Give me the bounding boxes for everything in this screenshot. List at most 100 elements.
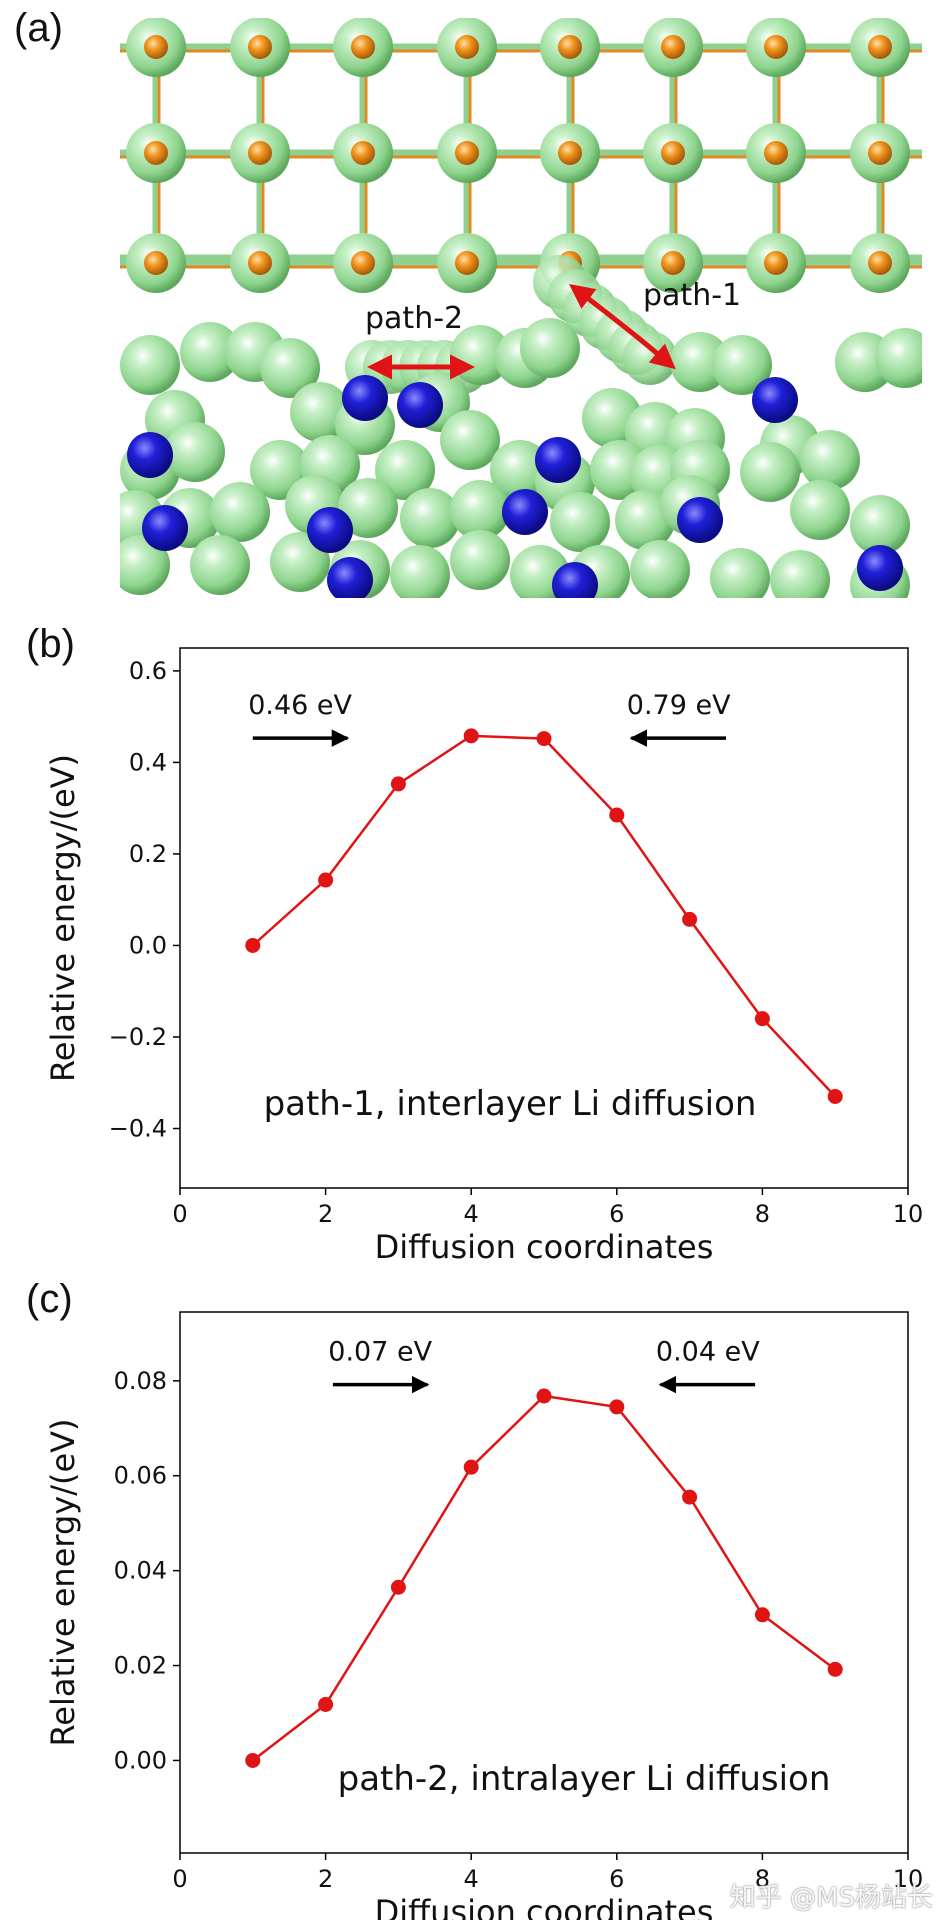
x-tick-label: 0 — [172, 1865, 187, 1893]
data-point — [318, 1696, 334, 1712]
energy-series-line — [252, 1394, 836, 1762]
x-tick-label: 8 — [755, 1200, 770, 1228]
metal-atom — [764, 35, 788, 59]
anion-atom — [307, 507, 353, 553]
li-atom — [710, 548, 770, 598]
y-tick-label: −0.4 — [109, 1115, 167, 1143]
path-annotation: path-2, intralayer Li diffusion — [338, 1759, 831, 1799]
data-point — [609, 807, 625, 823]
li-atom — [290, 382, 350, 442]
y-tick-label: 0.08 — [114, 1367, 167, 1395]
anion-atom — [142, 505, 188, 551]
metal-atom — [455, 251, 479, 275]
y-axis-label: Relative energy/(eV) — [44, 754, 82, 1082]
x-tick-label: 2 — [318, 1200, 333, 1228]
data-point — [754, 1607, 770, 1623]
panel-b-label: (b) — [26, 622, 75, 666]
y-tick-label: −0.2 — [109, 1023, 167, 1051]
path-2-label: path-2 — [365, 301, 463, 336]
metal-atom — [558, 141, 582, 165]
li-atom — [712, 335, 772, 395]
y-tick-label: 0.06 — [114, 1462, 167, 1490]
x-tick-label: 10 — [893, 1865, 924, 1893]
x-tick-label: 6 — [609, 1865, 624, 1893]
data-point — [390, 1579, 406, 1595]
metal-atom — [764, 251, 788, 275]
li-atom — [120, 335, 180, 395]
li-atom — [390, 545, 450, 598]
energy-series-line — [251, 734, 837, 1098]
data-point — [682, 1489, 698, 1505]
metal-atom — [351, 141, 375, 165]
data-point — [536, 731, 552, 747]
y-tick-label: 0.6 — [129, 657, 167, 685]
metal-atom — [144, 251, 168, 275]
data-point — [827, 1661, 843, 1677]
li-atom — [190, 535, 250, 595]
metal-atom — [455, 35, 479, 59]
li-atom — [210, 482, 270, 542]
anion-atom — [677, 497, 723, 543]
anion-atom — [552, 562, 598, 598]
data-point — [463, 1459, 479, 1475]
x-tick-label: 6 — [609, 1200, 624, 1228]
li-atom — [875, 328, 922, 388]
anion-atom — [752, 377, 798, 423]
x-tick-label: 2 — [318, 1865, 333, 1893]
metal-atom — [661, 141, 685, 165]
barrier-label-forward: 0.07 eV — [328, 1337, 432, 1368]
metal-atom — [351, 35, 375, 59]
li-atom — [120, 535, 170, 595]
metal-atom — [661, 251, 685, 275]
y-tick-label: 0.4 — [129, 748, 167, 776]
watermark: 知乎 @MS杨站长 — [729, 1883, 933, 1913]
li-atom — [375, 440, 435, 500]
x-tick-label: 4 — [464, 1200, 479, 1228]
x-axis-label: Diffusion coordinates — [375, 1228, 714, 1260]
li-atom — [450, 480, 510, 540]
data-point — [609, 1399, 625, 1415]
y-tick-label: 0.00 — [114, 1746, 167, 1774]
metal-atom — [868, 35, 892, 59]
metal-atom — [248, 35, 272, 59]
x-tick-label: 8 — [755, 1865, 770, 1893]
li-atom — [440, 410, 500, 470]
li-atom — [770, 550, 830, 598]
x-axis-label: Diffusion coordinates — [375, 1893, 714, 1920]
path-annotation: path-1, interlayer Li diffusion — [264, 1084, 757, 1124]
li-atom — [490, 440, 550, 500]
data-point — [390, 776, 406, 792]
li-atom — [180, 322, 240, 382]
panel-a-label: (a) — [14, 6, 63, 50]
metal-atom — [144, 141, 168, 165]
li-atom — [800, 430, 860, 490]
panel-c-label: (c) — [26, 1277, 73, 1321]
li-atom — [790, 480, 850, 540]
anion-atom — [397, 382, 443, 428]
data-point — [536, 1388, 552, 1404]
data-point — [754, 1011, 770, 1027]
data-point — [682, 911, 698, 927]
li-atom — [550, 492, 610, 552]
plot-frame — [179, 1311, 909, 1854]
y-tick-label: 0.02 — [114, 1652, 167, 1680]
barrier-label-backward: 0.04 eV — [656, 1337, 760, 1368]
metal-atom — [248, 251, 272, 275]
metal-atom — [351, 251, 375, 275]
li-atom — [740, 442, 800, 502]
energy-chart-path-2: 0 2 4 6 8 10 0.00 0.02 0.04 0.06 0.08 Diffusion coo… — [44, 1311, 924, 1920]
data-point — [245, 1752, 261, 1768]
y-tick-label: 0.2 — [129, 840, 167, 868]
y-axis-label: Relative energy/(eV) — [44, 1418, 82, 1746]
y-tick-label: 0.0 — [129, 931, 167, 959]
metal-atom — [144, 35, 168, 59]
anion-atom — [857, 545, 903, 591]
data-point — [827, 1088, 843, 1104]
metal-atom — [868, 141, 892, 165]
anion-atom — [535, 437, 581, 483]
barrier-label-forward: 0.46 eV — [248, 690, 352, 721]
metal-atom — [455, 141, 479, 165]
barrier-label-backward: 0.79 eV — [627, 690, 731, 721]
li-atom — [165, 422, 225, 482]
metal-atom — [558, 35, 582, 59]
